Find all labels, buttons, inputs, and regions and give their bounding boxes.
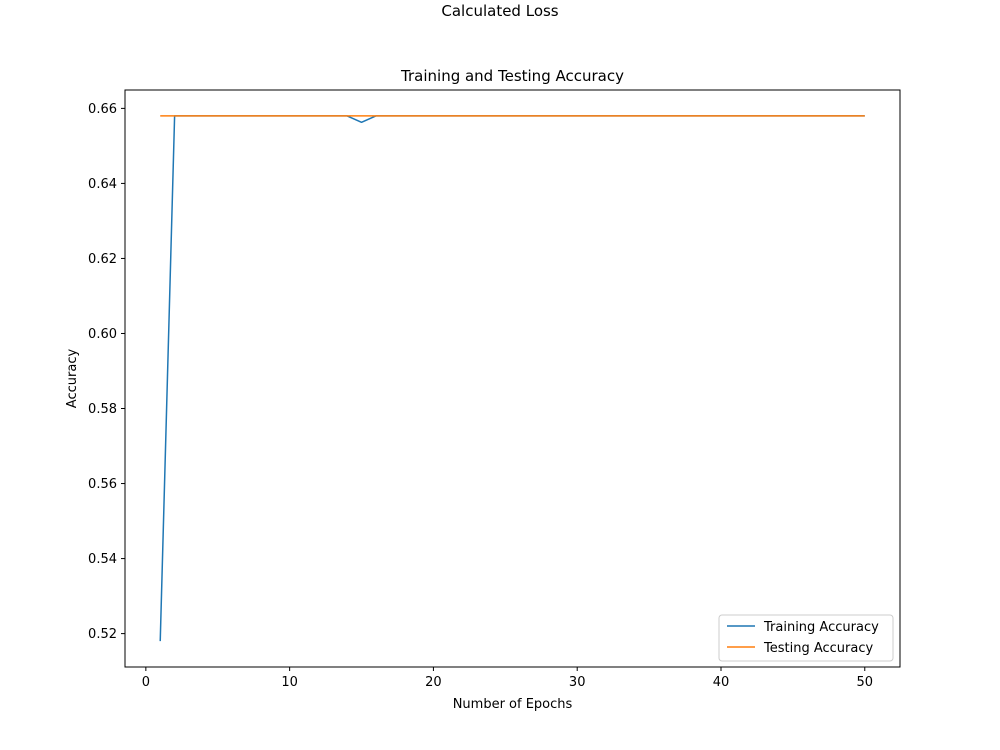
series-line-1 [159, 115, 865, 642]
y-tick-label: 0.54 [88, 552, 117, 567]
legend-label-2: Testing Accuracy [763, 641, 873, 656]
y-axis: 0.52 0.54 0.56 0.58 0.60 0.62 0.64 0.66 [88, 102, 125, 642]
plot-frame [124, 89, 901, 668]
y-tick-label: 0.60 [88, 327, 117, 342]
x-tick-label: 30 [569, 675, 586, 690]
figure-suptitle: Calculated Loss [441, 2, 558, 20]
y-tick-label: 0.62 [88, 252, 117, 267]
legend-label-1: Training Accuracy [763, 620, 879, 635]
y-tick-label: 0.66 [88, 102, 117, 117]
y-tick-label: 0.56 [88, 477, 117, 492]
x-tick-label: 40 [713, 675, 730, 690]
x-tick-label: 20 [425, 675, 442, 690]
legend-box [718, 614, 894, 662]
x-axis-label: Number of Epochs [453, 697, 573, 712]
y-tick-label: 0.64 [88, 177, 117, 192]
x-tick-label: 10 [281, 675, 298, 690]
x-tick-label: 50 [856, 675, 873, 690]
chart-title: Training and Testing Accuracy [400, 67, 624, 85]
x-axis: 0 10 20 30 40 50 [142, 667, 873, 690]
series-layer [159, 115, 865, 642]
y-tick-label: 0.52 [88, 627, 117, 642]
y-tick-label: 0.58 [88, 402, 117, 417]
legend: Training Accuracy Testing Accuracy [718, 614, 894, 662]
plot-area [124, 89, 901, 668]
y-axis-label: Accuracy [65, 349, 80, 409]
x-tick-label: 0 [142, 675, 150, 690]
